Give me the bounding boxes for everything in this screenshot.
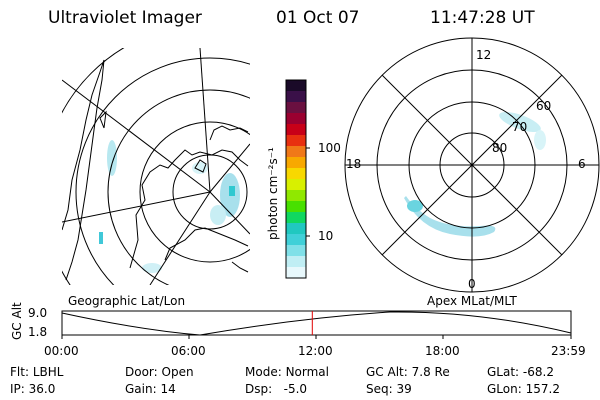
filter-info: Flt: LBHL — [10, 365, 64, 379]
colorbar-segment — [286, 168, 306, 180]
altitude-curve — [61, 311, 572, 336]
mlat-label-60: 60 — [536, 99, 552, 113]
colorbar-segment — [286, 245, 306, 257]
geo-map-caption: Geographic Lat/Lon — [68, 294, 186, 308]
colorbar-segment — [286, 234, 306, 246]
glat-value: -68.2 — [522, 365, 554, 379]
door-info: Door: Open — [125, 365, 194, 379]
colorbar-tick-100: 100 — [318, 141, 341, 155]
colorbar-segment — [286, 113, 306, 125]
mode-info: Mode: Normal — [245, 365, 329, 379]
header-time: 11:47:28 UT — [430, 8, 535, 28]
dsp-value: -5.0 — [283, 382, 308, 396]
altitude-ytick-9: 9.0 — [28, 306, 48, 320]
mlat-label-80: 80 — [492, 141, 508, 155]
colorbar-segment — [286, 102, 306, 114]
colorbar-segment — [286, 212, 306, 224]
colorbar-segment — [286, 124, 306, 136]
glon-value: 157.2 — [525, 382, 560, 396]
colorbar-tick-10: 10 — [318, 229, 334, 243]
glon-info: GLon: 157.2 — [487, 382, 560, 396]
time-tick-2359: 23:59 — [551, 344, 586, 358]
ip-info: IP: 36.0 — [10, 382, 56, 396]
dsp-info: Dsp: -5.0 — [245, 382, 308, 396]
colorbar-unit-label: photon cm⁻²s⁻¹ — [266, 147, 280, 240]
seq-info: Seq: 39 — [366, 382, 412, 396]
seq-value: 39 — [396, 382, 412, 396]
mlt-label-12: 12 — [476, 48, 492, 62]
mlt-label-6: 6 — [578, 157, 586, 171]
time-tick-0000: 00:00 — [44, 344, 79, 358]
altitude-plot — [61, 310, 572, 339]
colorbar-segment — [286, 201, 306, 213]
colorbar-segment — [286, 267, 306, 279]
polar-map-caption: Apex MLat/MLT — [427, 294, 517, 308]
gcalt-value: 7.8 Re — [411, 365, 450, 379]
filter-value: LBHL — [32, 365, 64, 379]
instrument-title: Ultraviolet Imager — [48, 8, 202, 28]
gcalt-info: GC Alt: 7.8 Re — [366, 365, 450, 379]
header-date: 01 Oct 07 — [276, 8, 360, 28]
time-tick-1800: 18:00 — [425, 344, 460, 358]
colorbar-segment — [286, 146, 306, 158]
mlat-label-70: 70 — [512, 120, 528, 134]
colorbar-segment — [286, 179, 306, 191]
colorbar-segment — [286, 256, 306, 268]
glat-info: GLat: -68.2 — [487, 365, 554, 379]
polar-aurora-emission — [404, 196, 496, 237]
mlt-label-18: 18 — [346, 157, 362, 171]
colorbar — [286, 80, 306, 279]
geo-aurora-emission — [99, 140, 240, 273]
colorbar-segment — [286, 91, 306, 103]
mlt-label-0: 0 — [468, 277, 476, 291]
colorbar-segment — [286, 223, 306, 235]
geographic-map — [62, 48, 250, 285]
altitude-ytick-1-8: 1.8 — [28, 325, 48, 339]
time-tick-1200: 12:00 — [298, 344, 333, 358]
gain-info: Gain: 14 — [125, 382, 176, 396]
colorbar-segment — [286, 157, 306, 169]
colorbar-segment — [286, 135, 306, 147]
gain-value: 14 — [160, 382, 176, 396]
colorbar-frame — [285, 79, 307, 279]
ip-value: 36.0 — [28, 382, 56, 396]
time-tick-0600: 06:00 — [171, 344, 206, 358]
colorbar-segment — [286, 80, 306, 92]
door-value: Open — [161, 365, 194, 379]
mode-value: Normal — [285, 365, 329, 379]
polar-map — [344, 37, 600, 293]
altitude-ylabel: GC Alt — [10, 302, 24, 340]
colorbar-segment — [286, 190, 306, 202]
